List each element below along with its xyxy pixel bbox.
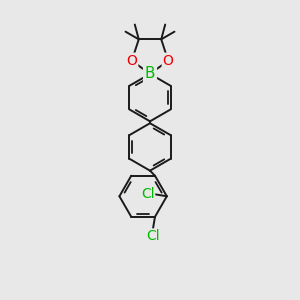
Text: Cl: Cl <box>141 187 154 201</box>
Text: B: B <box>145 66 155 81</box>
Text: O: O <box>126 54 137 68</box>
Text: O: O <box>163 54 174 68</box>
Text: Cl: Cl <box>146 229 160 243</box>
